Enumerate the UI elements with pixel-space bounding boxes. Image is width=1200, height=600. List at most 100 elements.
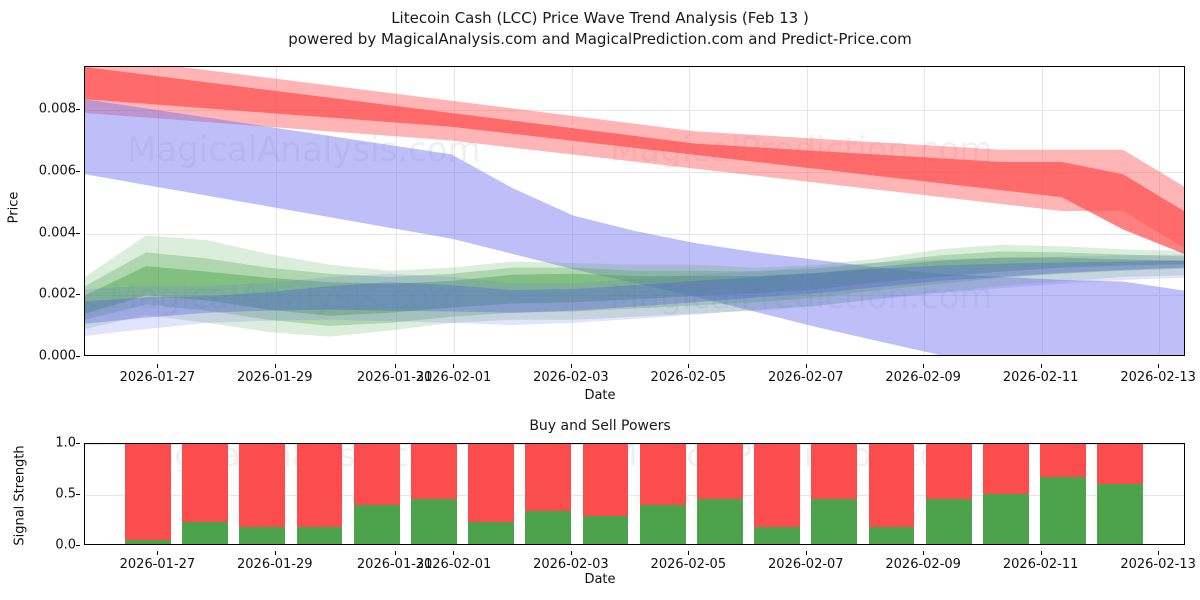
bars-x-axis-ticks: 2026-01-27 2026-01-29 2026-01-31 2026-02-01… [0,551,1200,572]
bar-sell-segment [125,444,171,540]
bar-5[interactable] [411,444,457,544]
band-blue-wave-inner [85,260,1184,324]
bar-9[interactable] [639,444,686,544]
price-y-axis-ticks: 0.000 0.002 0.004 0.006 0.008 [0,66,80,364]
bar-buy-segment [468,522,514,544]
gridline-v-2 [395,67,397,355]
x-tick-label-8: 2026-02-11 [1002,557,1079,572]
y-tick-mark-3 [76,170,80,172]
y-tick-label-1: 0.002 [38,286,76,302]
bar-buy-segment [868,527,915,544]
bar-buy-segment [182,522,228,544]
bar-sell-segment [525,444,572,511]
x-tick-label-5: 2026-02-05 [650,557,727,572]
x-tick-mark-7 [923,551,925,555]
price-x-axis-ticks: 2026-01-27 2026-01-29 2026-01-31 2026-02-01… [0,364,1200,385]
bar-4[interactable] [353,444,400,544]
x-tick-mark-1 [274,364,276,368]
y-tick-mark-0 [76,356,80,357]
bar-16[interactable] [1040,444,1086,544]
bar-buy-segment [1040,477,1086,544]
x-tick-mark-6 [805,551,807,555]
bar-17[interactable] [1097,444,1144,544]
bar-buy-segment [925,499,972,544]
x-tick-label-7: 2026-02-09 [885,557,961,572]
x-tick-label-2: 2026-01-31 [356,557,433,572]
gridline-h-2 [85,233,1184,235]
band-support-band-blue-upper [85,99,1184,355]
band-blue-wave-outer [85,254,1184,337]
x-tick-label-2: 2026-01-31 [356,370,433,385]
y-tick-label-2: 0.004 [38,225,76,241]
bar-sell-segment [353,444,400,505]
bars-layer [85,444,1184,544]
x-tick-mark-2 [394,364,396,368]
bar-sell-segment [468,444,514,522]
gridline-v-8 [1041,67,1043,355]
y-tick-label-1: 0.5 [55,486,76,502]
bar-8[interactable] [582,444,629,544]
bar-14[interactable] [925,444,972,544]
bars-gridline-h-2 [85,444,1184,445]
bars-y-axis-ticks: 0.0 0.5 1.0 [0,436,80,553]
y-tick-label-2: 1.0 [55,435,76,451]
bar-sell-segment [639,444,686,505]
bar-buy-segment [982,494,1029,544]
bar-10[interactable] [696,444,743,544]
x-tick-label-4: 2026-02-03 [533,370,609,385]
bar-buy-segment [639,505,686,544]
y-tick-label-3: 0.006 [38,163,76,179]
x-tick-label-0: 2026-01-27 [119,370,196,385]
bar-sell-segment [296,444,343,527]
price-y-axis-label: Price [6,191,22,224]
x-tick-label-9: 2026-02-13 [1120,557,1196,572]
bars-chart-title: Buy and Sell Powers [529,418,671,434]
y-tick-label-0: 0.000 [38,348,76,364]
bar-buy-segment [125,540,171,544]
price-band-layer [85,67,1184,355]
gridline-v-6 [806,67,808,355]
x-tick-mark-4 [570,551,572,555]
bar-sell-segment [982,444,1029,494]
x-tick-label-7: 2026-02-09 [885,370,961,385]
x-tick-label-0: 2026-01-27 [119,557,196,572]
gridline-v-4 [571,67,573,355]
band-green-wave-inner [85,257,1184,316]
x-tick-mark-9 [1158,551,1160,555]
bar-15[interactable] [982,444,1029,544]
bar-sell-segment [868,444,915,527]
bar-sell-segment [411,444,457,499]
title-line-2: powered by MagicalAnalysis.com and Magic… [288,30,912,48]
bar-sell-segment [1040,444,1086,477]
bar-13[interactable] [868,444,915,544]
x-tick-label-3: 2026-02-01 [415,557,492,572]
bar-11[interactable] [754,444,800,544]
band-green-wave-mid [85,251,1184,326]
bar-sell-segment [1097,444,1144,484]
band-resistance-band-inner [85,67,1184,254]
y-tick-mark-0 [76,545,80,546]
y-tick-mark-1 [76,494,80,495]
gridline-h-4 [85,110,1184,112]
bar-7[interactable] [525,444,572,544]
bar-3[interactable] [296,444,343,544]
bar-buy-segment [754,527,800,544]
x-tick-label-1: 2026-01-29 [237,370,313,385]
x-tick-mark-1 [274,551,276,555]
bar-2[interactable] [239,444,286,544]
bar-buy-segment [696,499,743,544]
y-tick-mark-2 [76,443,80,444]
x-tick-mark-0 [157,551,159,555]
bar-1[interactable] [182,444,228,544]
bar-0[interactable] [125,444,171,544]
bar-6[interactable] [468,444,514,544]
x-tick-mark-4 [570,364,572,368]
gridline-v-5 [689,67,691,355]
x-tick-mark-5 [688,551,690,555]
page-title: Litecoin Cash (LCC) Price Wave Trend Ana… [0,8,1200,50]
bar-12[interactable] [811,444,858,544]
gridline-v-0 [158,67,160,355]
price-x-axis-label: Date [584,388,616,403]
y-tick-mark-1 [76,294,80,296]
gridline-h-3 [85,171,1184,173]
